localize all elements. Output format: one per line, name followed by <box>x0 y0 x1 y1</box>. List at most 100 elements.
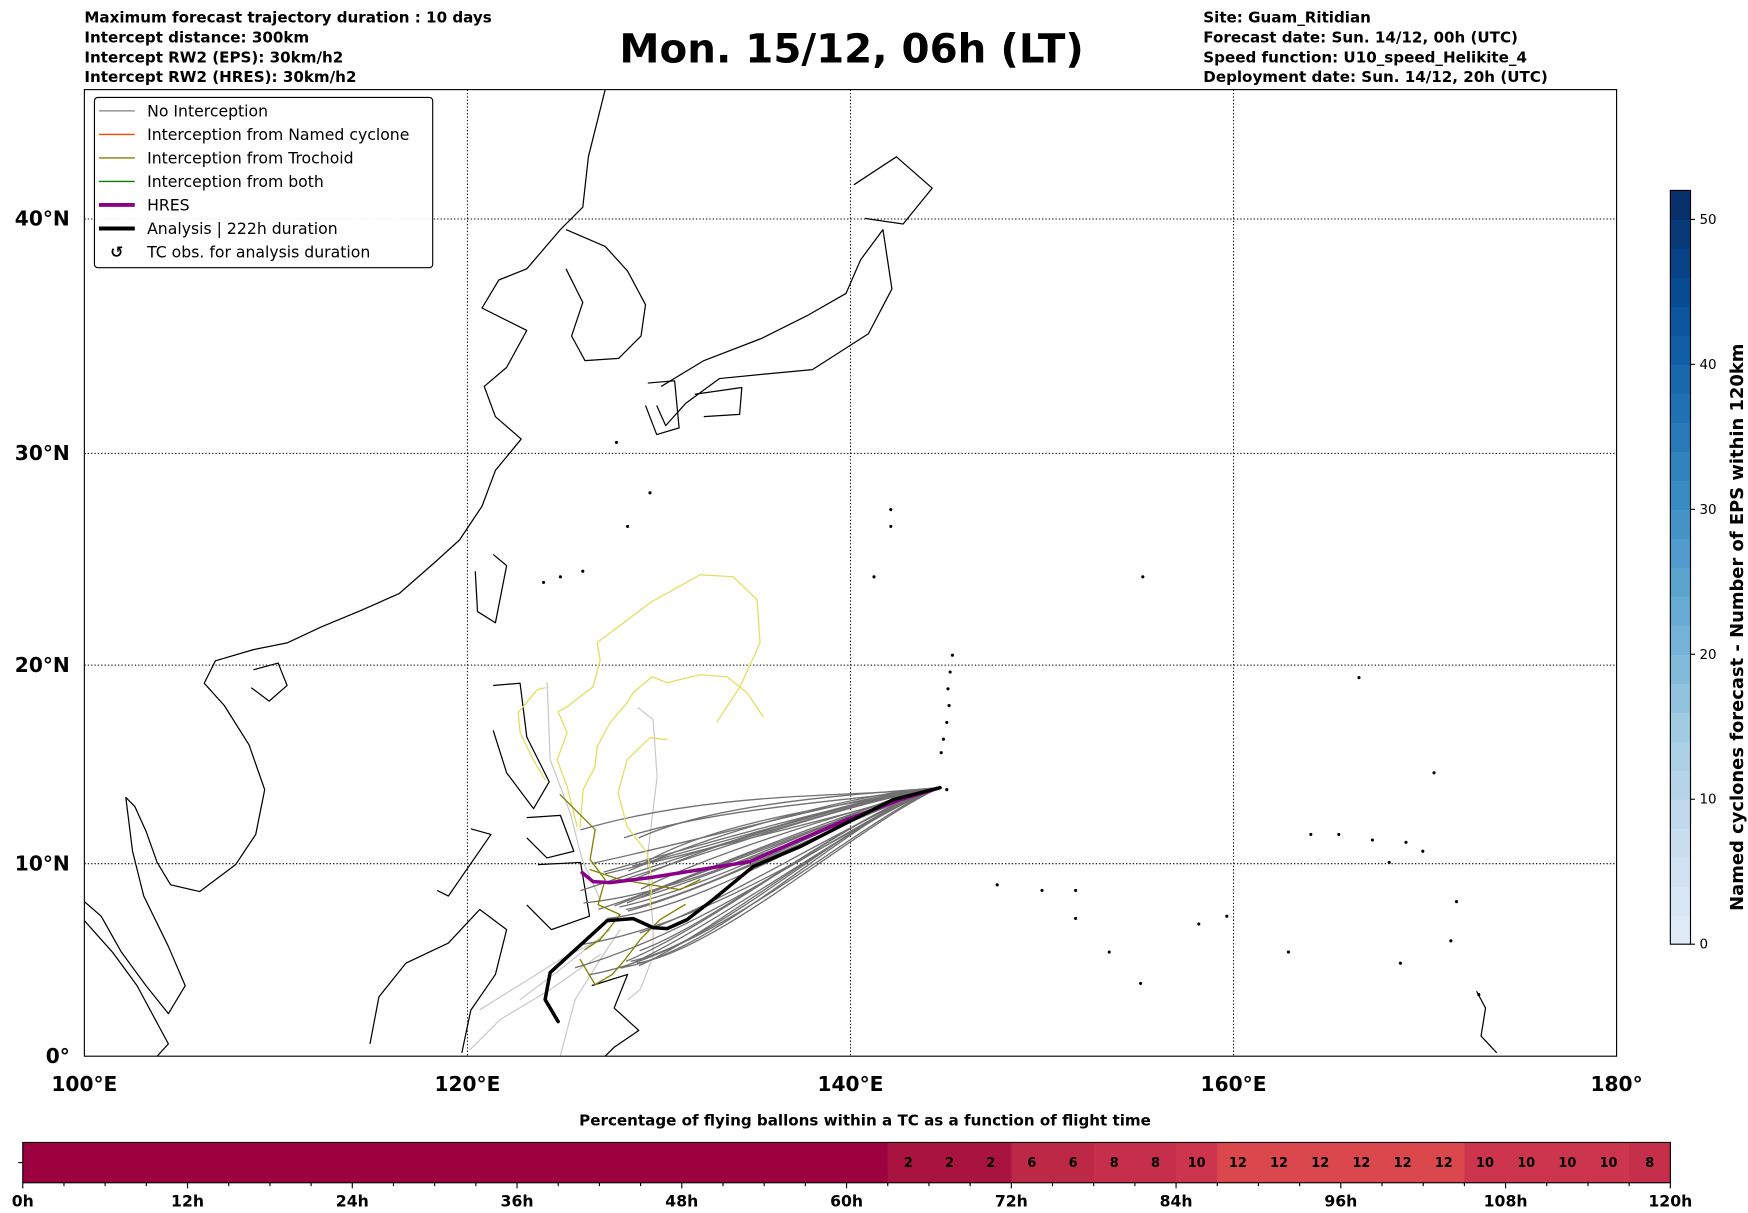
island <box>581 569 585 573</box>
timebar-tick-label: 36h <box>501 1191 534 1210</box>
island <box>542 580 546 584</box>
coast-palawan <box>436 828 492 897</box>
legend-label: TC obs. for analysis duration <box>146 243 370 262</box>
island <box>1107 950 1111 954</box>
coast-sulawesi <box>591 973 640 1057</box>
timebar-cell <box>187 1142 230 1183</box>
timebar-cell-value: 12 <box>1435 1156 1453 1171</box>
timebar-cell <box>146 1142 188 1183</box>
island <box>1357 676 1361 680</box>
analysis-trajectory <box>543 785 942 1024</box>
timebar-cell <box>805 1142 848 1183</box>
legend-label: Interception from Named cyclone <box>147 125 409 144</box>
trajectory-no-interception <box>636 787 941 866</box>
timebar-cell <box>22 1142 65 1183</box>
island <box>950 653 954 657</box>
timebar-cell <box>681 1142 724 1183</box>
island <box>1286 950 1290 954</box>
legend-label: Analysis | 222h duration <box>147 219 338 238</box>
island <box>872 575 876 579</box>
timebar-cell <box>393 1142 436 1183</box>
trajectory-light <box>479 939 601 1011</box>
timebar-title: Percentage of flying ballons within a TC… <box>579 1112 1151 1130</box>
timebar-tick-label: 72h <box>995 1191 1028 1210</box>
timebar-cell-value: 6 <box>1069 1156 1078 1171</box>
page-title: Mon. 15/12, 06h (LT) <box>619 26 1083 73</box>
island <box>889 524 893 528</box>
timebar-cell <box>1464 1142 1507 1183</box>
colorbar-frame <box>1669 189 1692 945</box>
timebar-cell-value: 8 <box>1645 1156 1654 1171</box>
timebar-cell-value: 8 <box>1110 1156 1119 1171</box>
coast-sumatra <box>84 920 169 1057</box>
timebar-cell <box>63 1142 106 1183</box>
trajectory-no-interception <box>578 787 941 946</box>
coast-korea <box>565 229 647 362</box>
tc-obs-marker-icon: ↺ <box>110 243 123 262</box>
timebar-cell-value: 2 <box>904 1156 913 1171</box>
trajectory-trochoid <box>579 903 686 986</box>
colorbar-level <box>1670 886 1691 916</box>
timebar: 2 2 2 6 6 8 8 10 12 12 12 12 12 12 10 10 10 10 8 0h 12h 24h 36… <box>12 1141 1692 1210</box>
colorbar: 0 10 20 30 40 50 <box>1669 189 1717 953</box>
colorbar-tick-label: 50 <box>1699 213 1716 228</box>
timebar-cell-value: 12 <box>1352 1156 1370 1171</box>
colorbar-level <box>1670 538 1691 568</box>
coast-shikoku <box>694 386 743 418</box>
header-right-line: Forecast date: Sun. 14/12, 00h (UTC) <box>1203 29 1518 47</box>
lon-tick-label: 120°E <box>434 1072 500 1096</box>
lat-tick-label: 40°N <box>15 207 70 231</box>
colorbar-level <box>1670 567 1691 597</box>
island <box>1432 771 1436 775</box>
colorbar-level <box>1670 277 1691 307</box>
colorbar-tick-label: 10 <box>1699 793 1716 808</box>
trajectory-no-interception <box>588 787 941 976</box>
island <box>995 883 999 887</box>
island <box>1074 916 1078 920</box>
island <box>1421 849 1425 853</box>
timebar-cell-value: 8 <box>1151 1156 1160 1171</box>
island <box>1141 575 1145 579</box>
island <box>614 440 618 444</box>
colorbar-level <box>1670 306 1691 336</box>
colorbar-level <box>1670 741 1691 771</box>
trajectory-light <box>559 929 621 1057</box>
timebar-tick-label: 84h <box>1160 1191 1193 1210</box>
island <box>947 704 951 708</box>
timebar-cell <box>105 1142 147 1183</box>
timebar-cell <box>764 1142 806 1183</box>
colorbar-level <box>1670 335 1691 365</box>
trajectory-no-interception <box>619 787 941 969</box>
coast-luzon <box>492 682 550 810</box>
colorbar-level <box>1670 451 1691 481</box>
colorbar-level <box>1670 219 1691 249</box>
coast-mainland-asia <box>84 89 606 1015</box>
timebar-cell <box>1093 1142 1136 1183</box>
lat-tick-label: 30°N <box>15 441 70 465</box>
timebar-cell <box>311 1142 353 1183</box>
colorbar-level <box>1670 625 1691 655</box>
coast-new-guinea <box>1476 990 1498 1054</box>
header-right-line: Deployment date: Sun. 14/12, 20h (UTC) <box>1203 68 1548 86</box>
timebar-cell <box>1505 1142 1548 1183</box>
colorbar-level <box>1670 509 1691 539</box>
colorbar-label: Named cyclones forecast - Number of EPS … <box>1727 344 1748 911</box>
coast-hokkaido <box>853 156 933 225</box>
timebar-cell <box>722 1142 765 1183</box>
timebar-cell <box>1299 1142 1342 1183</box>
lat-tick-label: 20°N <box>15 653 70 677</box>
trajectory-trochoid-light <box>556 574 761 828</box>
timebar-cell <box>475 1142 518 1183</box>
island <box>1040 888 1044 892</box>
colorbar-tick-label: 20 <box>1699 648 1716 663</box>
timebar-cell-value: 10 <box>1600 1156 1618 1171</box>
island <box>946 687 950 691</box>
header-right-line: Site: Guam_Ritidian <box>1203 8 1371 26</box>
island <box>1404 840 1408 844</box>
timebar-cell <box>1340 1142 1383 1183</box>
lon-tick-label: 180° <box>1591 1072 1643 1096</box>
island <box>889 508 893 512</box>
island <box>945 720 949 724</box>
trajectory-no-interception <box>593 787 941 864</box>
trajectory-trochoid-light <box>579 674 764 828</box>
